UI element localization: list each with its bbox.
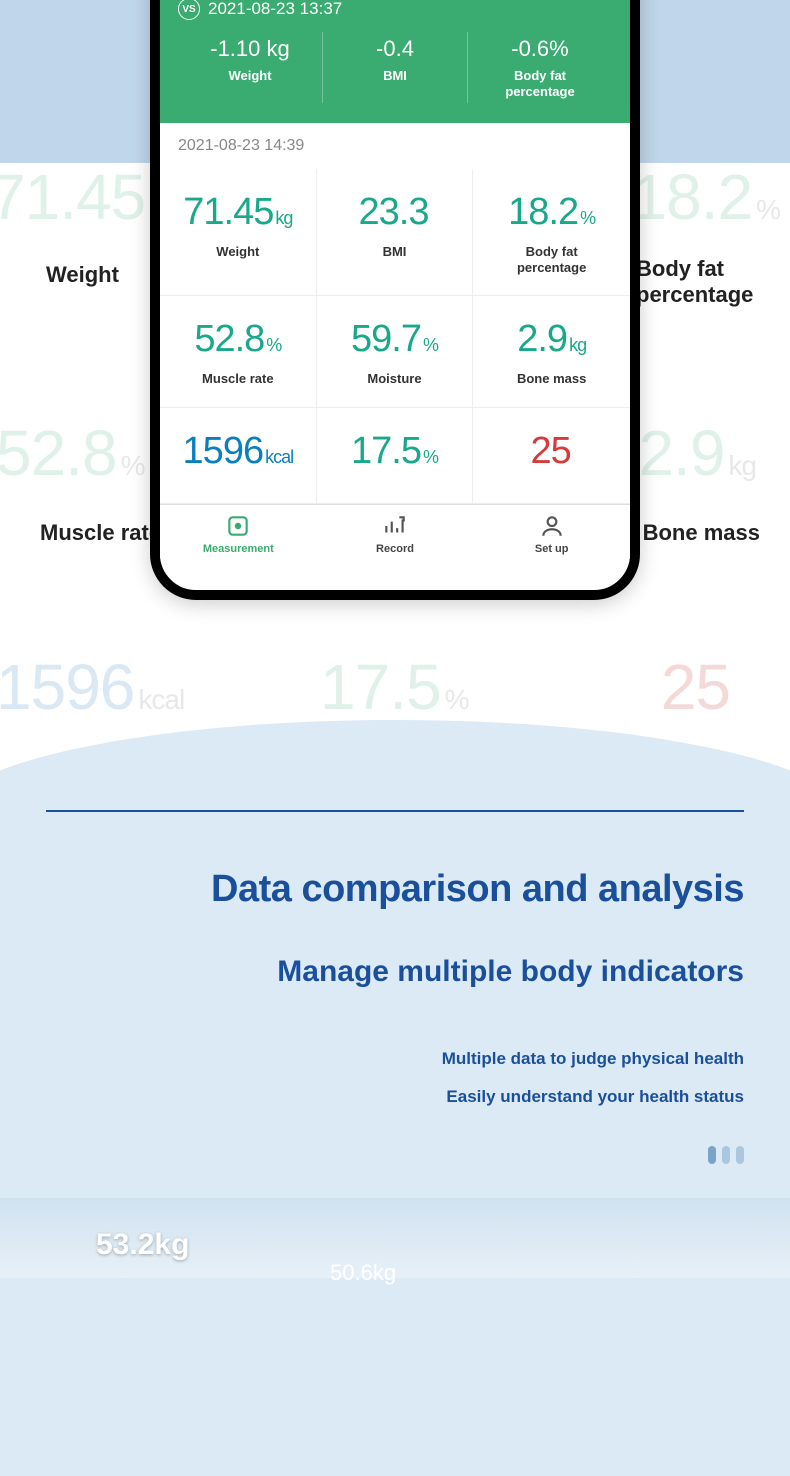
dot-3[interactable]: [736, 1146, 744, 1164]
prev-timestamp: 2021-08-23 13:37: [208, 0, 342, 19]
delta-label: Weight: [178, 68, 322, 84]
chart-icon: [382, 513, 408, 539]
bg-metric-bmi-lower: 17.5%: [320, 650, 468, 724]
delta-value: -0.4: [323, 36, 467, 62]
bg-metric-bone: 2.9kg: [638, 416, 756, 490]
promo-line-2: Easily understand your health status: [46, 1087, 744, 1107]
nav-item-record[interactable]: Record: [317, 513, 474, 555]
metric-grid: 71.45kg Weight23.3 BMI18.2% Body fatperc…: [160, 169, 630, 504]
bg-metric-bodyfat: 18.2%: [632, 160, 780, 234]
user-icon: [539, 513, 565, 539]
metric-cell[interactable]: 25: [473, 408, 630, 504]
metric-cell[interactable]: 52.8% Muscle rate: [160, 296, 317, 408]
current-timestamp: 2021-08-23 14:39: [160, 123, 630, 169]
carousel-dots[interactable]: [708, 1146, 744, 1164]
bg-metric-age: 25: [661, 650, 730, 724]
metric-label: Bone mass: [479, 371, 624, 387]
phone-header: VS 2021-08-23 13:37 -1.10 kg Weight-0.4 …: [160, 0, 630, 123]
promo-title: Data comparison and analysis: [46, 868, 744, 911]
nav-item-set-up[interactable]: Set up: [473, 513, 630, 555]
delta-cell: -0.4 BMI: [323, 32, 468, 103]
metric-label: Weight: [166, 244, 310, 260]
delta-cell: -0.6% Body fatpercentage: [468, 32, 612, 103]
metric-value: 59.7%: [323, 318, 467, 361]
promo-line-1: Multiple data to judge physical health: [46, 1049, 744, 1069]
bg-label-muscle: Muscle rate: [40, 520, 161, 546]
metric-cell[interactable]: 23.3 BMI: [317, 169, 474, 296]
dot-1[interactable]: [708, 1146, 716, 1164]
metric-cell[interactable]: 18.2% Body fatpercentage: [473, 169, 630, 296]
nav-label: Set up: [473, 543, 630, 555]
metric-value: 2.9kg: [479, 318, 624, 361]
metric-label: Body fatpercentage: [479, 244, 624, 275]
metric-value: 17.5%: [323, 430, 467, 473]
phone-bottom-nav: Measurement Record Set up: [160, 504, 630, 563]
promo-subtitle: Manage multiple body indicators: [46, 955, 744, 989]
metric-label: Muscle rate: [166, 371, 310, 387]
delta-row: -1.10 kg Weight-0.4 BMI-0.6% Body fatper…: [178, 32, 612, 103]
metric-value: 23.3: [323, 191, 467, 234]
promo-section: Data comparison and analysis Manage mult…: [46, 810, 744, 1125]
bg-label-weight: Weight: [46, 262, 119, 288]
bg-metric-bmr: 1596kcal: [0, 650, 184, 724]
comparison-timestamp-row: VS 2021-08-23 13:37: [178, 0, 612, 20]
nav-label: Record: [317, 543, 474, 555]
bg-label-bodyfat: Body fat percentage: [636, 256, 766, 309]
scale-icon: [225, 513, 251, 539]
delta-value: -1.10 kg: [178, 36, 322, 62]
metric-label: BMI: [323, 244, 467, 260]
bg-label-bone: Bone mass: [643, 520, 760, 546]
vs-icon: VS: [178, 0, 200, 20]
metric-cell[interactable]: 17.5%: [317, 408, 474, 504]
delta-value: -0.6%: [468, 36, 612, 62]
metric-value: 52.8%: [166, 318, 310, 361]
metric-label: Moisture: [323, 371, 467, 387]
phone-mockup: VS 2021-08-23 13:37 -1.10 kg Weight-0.4 …: [150, 0, 640, 600]
delta-cell: -1.10 kg Weight: [178, 32, 323, 103]
bottom-center-weight: 50.6kg: [330, 1260, 396, 1286]
metric-value: 1596kcal: [166, 430, 310, 473]
metric-cell[interactable]: 59.7% Moisture: [317, 296, 474, 408]
metric-cell[interactable]: 2.9kg Bone mass: [473, 296, 630, 408]
delta-label: Body fatpercentage: [468, 68, 612, 99]
metric-value: 71.45kg: [166, 191, 310, 234]
bg-metric-muscle: 52.8%: [0, 416, 144, 490]
metric-cell[interactable]: 1596kcal: [160, 408, 317, 504]
bottom-weight: 53.2kg: [96, 1228, 189, 1262]
promo-divider: [46, 810, 744, 812]
dot-2[interactable]: [722, 1146, 730, 1164]
delta-label: BMI: [323, 68, 467, 84]
metric-value: 18.2%: [479, 191, 624, 234]
nav-label: Measurement: [160, 543, 317, 555]
nav-item-measurement[interactable]: Measurement: [160, 513, 317, 555]
metric-value: 25: [479, 430, 624, 473]
metric-cell[interactable]: 71.45kg Weight: [160, 169, 317, 296]
phone-body: 2021-08-23 14:39 71.45kg Weight23.3 BMI1…: [160, 123, 630, 563]
